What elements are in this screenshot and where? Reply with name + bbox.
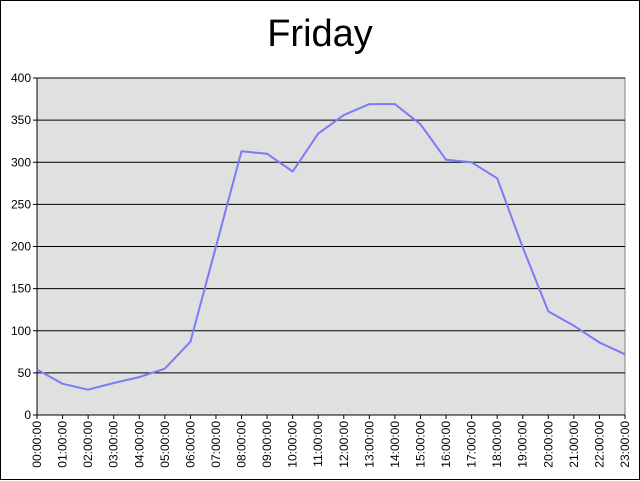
chart-title: Friday <box>267 13 373 55</box>
grid-lines <box>37 77 625 374</box>
data-point <box>368 103 370 105</box>
data-point <box>522 246 524 248</box>
y-tick-label: 300 <box>11 155 31 169</box>
data-point <box>241 150 243 152</box>
data-point <box>343 114 345 116</box>
x-tick-label: 11:00:00 <box>311 421 325 467</box>
x-tick-label: 09:00:00 <box>260 421 274 468</box>
x-tick-label: 22:00:00 <box>592 421 606 468</box>
x-tick-label: 13:00:00 <box>362 421 376 468</box>
y-tick-label: 200 <box>11 240 31 254</box>
y-tick-label: 50 <box>18 366 32 380</box>
y-tick-label: 100 <box>11 324 31 338</box>
data-point <box>496 177 498 179</box>
data-point <box>292 171 294 173</box>
data-point <box>138 376 140 378</box>
x-tick-label: 05:00:00 <box>158 421 172 468</box>
data-point <box>164 368 166 370</box>
x-tick-label: 14:00:00 <box>388 421 402 468</box>
x-tick-label: 06:00:00 <box>183 421 197 468</box>
data-point <box>36 369 38 371</box>
series-layer <box>36 103 626 391</box>
y-tick-label: 350 <box>11 113 31 127</box>
y-axis: 0 50 100 150 200 250 300 350 400 <box>11 71 38 422</box>
x-tick-label: 00:00:00 <box>30 421 44 468</box>
x-axis: 00:00:00 01:00:00 02:00:00 03:00:00 04:00:00… <box>30 414 632 468</box>
x-tick-label: 15:00:00 <box>413 421 427 468</box>
data-point <box>62 383 64 385</box>
data-point <box>471 161 473 163</box>
data-point <box>215 246 217 248</box>
data-point <box>598 342 600 344</box>
x-tick-label: 20:00:00 <box>541 421 555 468</box>
x-tick-label: 04:00:00 <box>132 421 146 468</box>
x-tick-label: 18:00:00 <box>490 421 504 468</box>
x-tick-label: 23:00:00 <box>618 421 632 468</box>
data-point <box>87 389 89 391</box>
data-point <box>573 325 575 327</box>
x-tick-label: 03:00:00 <box>107 421 121 468</box>
y-tick-label: 150 <box>11 282 31 296</box>
x-tick-label: 19:00:00 <box>516 421 530 468</box>
data-point <box>394 103 396 105</box>
data-point <box>189 341 191 343</box>
data-point <box>624 353 626 355</box>
x-tick-label: 07:00:00 <box>209 421 223 468</box>
data-point <box>113 382 115 384</box>
series-line <box>36 103 626 391</box>
x-tick-label: 12:00:00 <box>337 421 351 468</box>
x-tick-label: 01:00:00 <box>56 421 70 468</box>
y-tick-label: 400 <box>11 71 31 85</box>
data-point <box>266 153 268 155</box>
x-tick-label: 08:00:00 <box>235 421 249 468</box>
y-tick-label: 0 <box>24 408 31 422</box>
x-tick-label: 02:00:00 <box>81 421 95 468</box>
data-point <box>419 123 421 125</box>
x-tick-label: 17:00:00 <box>465 421 479 468</box>
x-tick-label: 10:00:00 <box>286 421 300 468</box>
x-tick-label: 16:00:00 <box>439 421 453 468</box>
y-tick-label: 250 <box>11 197 31 211</box>
x-tick-label: 21:00:00 <box>567 421 581 468</box>
data-point <box>547 310 549 312</box>
data-point <box>445 159 447 161</box>
data-point <box>317 133 319 135</box>
